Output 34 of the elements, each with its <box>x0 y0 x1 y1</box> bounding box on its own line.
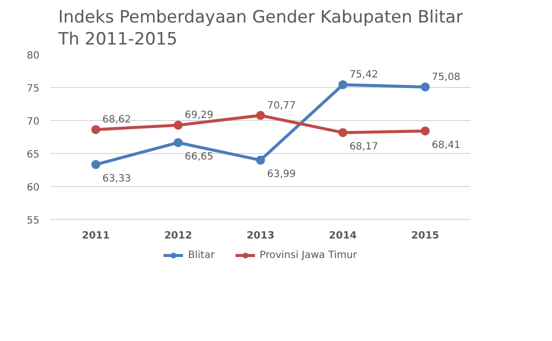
point <box>174 120 183 130</box>
y-tick-label: 80 <box>26 50 40 62</box>
data-label: 63,99 <box>267 169 296 180</box>
point <box>256 110 265 120</box>
data-label: 66,65 <box>184 152 214 163</box>
legend-label: Blitar <box>188 249 215 261</box>
data-label: 75,08 <box>432 72 460 83</box>
data-label: 68,17 <box>349 142 378 153</box>
x-tick-label: 2013 <box>246 230 274 242</box>
point <box>420 82 430 92</box>
point <box>338 80 348 90</box>
y-tick-label: 75 <box>26 84 40 94</box>
x-tick-label: 2014 <box>328 230 357 242</box>
data-label: 68,41 <box>432 140 460 151</box>
data-label: 75,42 <box>349 70 378 81</box>
y-tick-label: 65 <box>26 150 40 160</box>
data-label: 63,33 <box>102 174 132 185</box>
point <box>91 160 100 170</box>
data-label: 69,29 <box>184 110 214 122</box>
point <box>420 126 430 136</box>
data-label: 68,62 <box>102 114 132 126</box>
legend-label: Provinsi Jawa Timur <box>260 249 357 261</box>
x-tick-label: 2015 <box>411 230 440 242</box>
point <box>256 156 265 165</box>
point <box>91 125 100 134</box>
y-tick-label: 55 <box>26 216 40 226</box>
y-tick-label: 70 <box>26 116 40 128</box>
chart-title: Indeks Pemberdayaan Gender Kabupaten Blitar Th 2011-2015 <box>57 8 463 50</box>
point <box>338 128 348 138</box>
point <box>174 138 183 148</box>
data-label: 70,77 <box>267 100 296 112</box>
x-tick-label: 2011 <box>82 230 110 242</box>
y-tick-label: 60 <box>26 182 40 194</box>
x-tick-label: 2012 <box>164 230 192 242</box>
